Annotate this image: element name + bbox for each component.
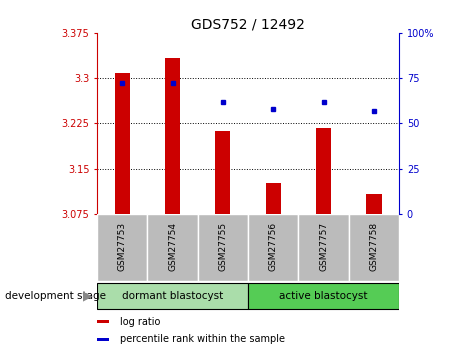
Bar xyxy=(248,283,399,309)
Bar xyxy=(349,214,399,281)
Title: GDS752 / 12492: GDS752 / 12492 xyxy=(191,18,305,32)
Text: GSM27758: GSM27758 xyxy=(369,222,378,271)
Text: development stage: development stage xyxy=(5,291,106,301)
Bar xyxy=(248,214,299,281)
Bar xyxy=(97,320,109,323)
Text: percentile rank within the sample: percentile rank within the sample xyxy=(120,335,285,344)
Bar xyxy=(147,214,198,281)
Bar xyxy=(97,283,248,309)
Text: GSM27757: GSM27757 xyxy=(319,222,328,271)
Text: GSM27754: GSM27754 xyxy=(168,222,177,271)
Text: active blastocyst: active blastocyst xyxy=(279,291,368,301)
Text: log ratio: log ratio xyxy=(120,317,160,326)
Bar xyxy=(115,73,130,214)
Bar xyxy=(215,131,230,214)
Bar xyxy=(97,338,109,341)
Bar xyxy=(366,194,382,214)
Text: GSM27753: GSM27753 xyxy=(118,222,127,271)
Text: GSM27755: GSM27755 xyxy=(218,222,227,271)
Bar xyxy=(266,183,281,214)
Bar xyxy=(299,214,349,281)
Text: GSM27756: GSM27756 xyxy=(269,222,278,271)
Bar xyxy=(316,128,331,214)
Bar xyxy=(97,214,147,281)
Bar xyxy=(198,214,248,281)
Text: dormant blastocyst: dormant blastocyst xyxy=(122,291,223,301)
Text: ▶: ▶ xyxy=(83,289,93,302)
Bar xyxy=(165,58,180,214)
